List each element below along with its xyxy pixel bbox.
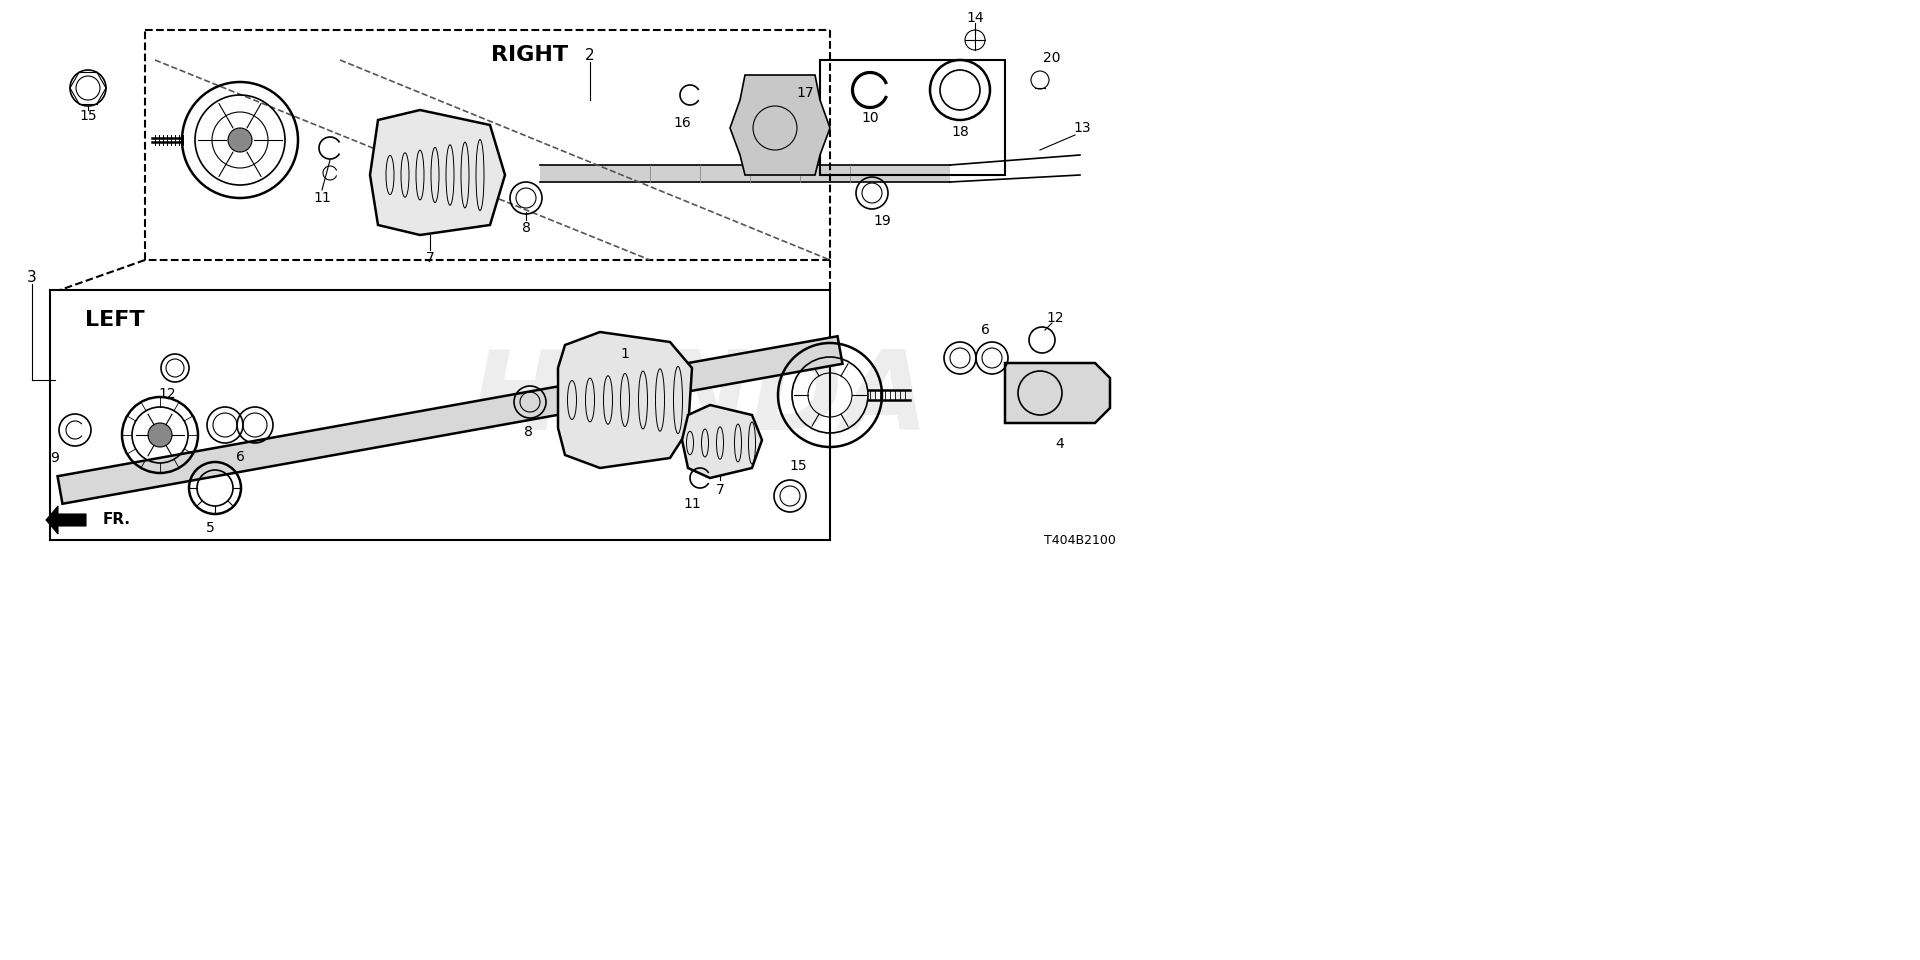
Text: LEFT: LEFT: [84, 310, 144, 330]
Text: 6: 6: [236, 450, 244, 464]
Text: 19: 19: [874, 214, 891, 228]
Text: 13: 13: [1073, 121, 1091, 135]
Text: 6: 6: [981, 323, 989, 337]
Text: 12: 12: [157, 387, 177, 401]
Text: 8: 8: [522, 221, 530, 235]
Text: 3: 3: [27, 271, 36, 285]
Text: 2: 2: [586, 47, 595, 62]
Text: 10: 10: [862, 111, 879, 125]
Text: 11: 11: [313, 191, 330, 205]
Text: FR.: FR.: [104, 513, 131, 527]
Text: 4: 4: [1056, 437, 1064, 451]
Text: 12: 12: [1046, 311, 1064, 325]
Polygon shape: [682, 405, 762, 478]
Text: 1: 1: [620, 347, 630, 361]
Text: 17: 17: [797, 86, 814, 100]
Polygon shape: [58, 336, 843, 504]
Bar: [820, 60, 1004, 175]
Text: 20: 20: [1043, 51, 1060, 65]
Polygon shape: [559, 332, 691, 468]
Text: 18: 18: [950, 125, 970, 139]
Polygon shape: [730, 75, 829, 175]
Polygon shape: [540, 165, 950, 182]
Circle shape: [148, 423, 173, 447]
Text: T404B2100: T404B2100: [1044, 534, 1116, 546]
Polygon shape: [46, 506, 86, 534]
Text: 15: 15: [789, 459, 806, 473]
Text: 7: 7: [716, 483, 724, 497]
Text: HONDA: HONDA: [470, 347, 929, 453]
Text: 11: 11: [684, 497, 701, 511]
Text: 5: 5: [205, 521, 215, 535]
Text: 14: 14: [966, 11, 983, 25]
Text: 9: 9: [50, 451, 60, 465]
Polygon shape: [371, 110, 505, 235]
Circle shape: [228, 128, 252, 152]
Text: 16: 16: [674, 116, 691, 130]
Text: RIGHT: RIGHT: [492, 45, 568, 65]
Text: 15: 15: [79, 109, 96, 123]
Text: 7: 7: [426, 251, 434, 265]
Text: 8: 8: [524, 425, 532, 439]
Polygon shape: [1004, 363, 1110, 423]
